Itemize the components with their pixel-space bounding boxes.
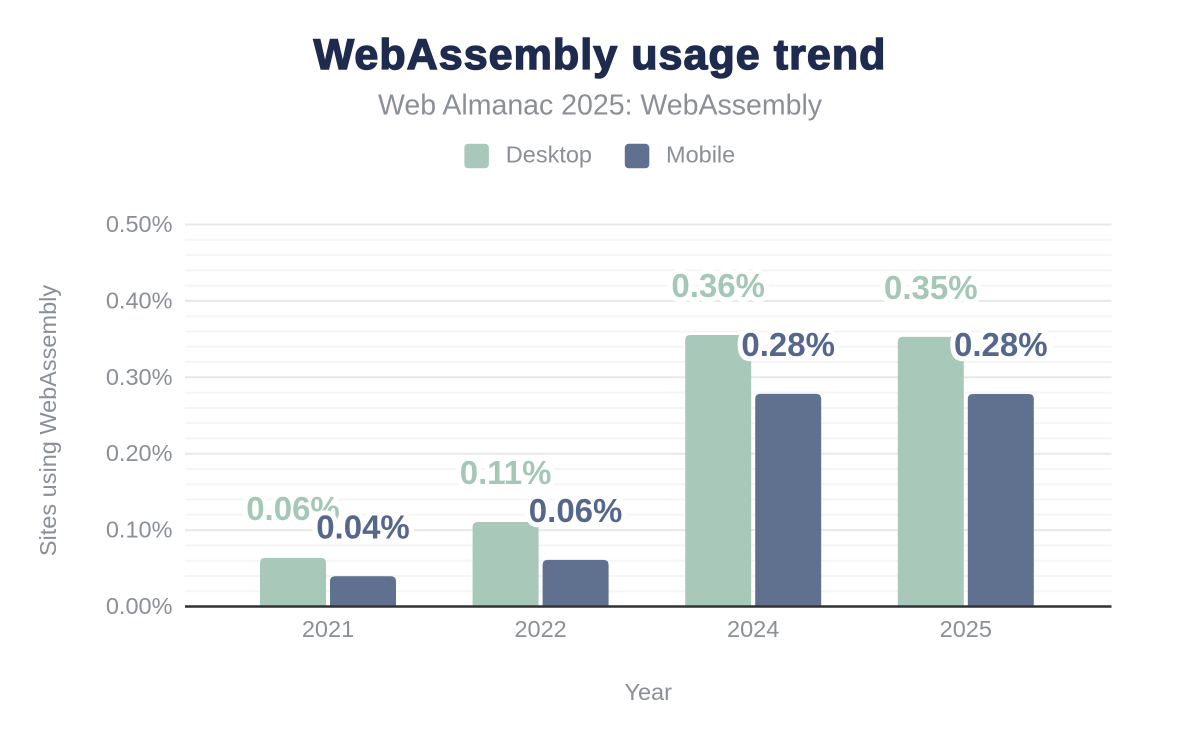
svg-text:0.04%: 0.04% xyxy=(316,508,410,545)
svg-text:0.06%: 0.06% xyxy=(246,490,340,527)
svg-text:0.00%: 0.00% xyxy=(106,593,173,619)
svg-text:0.11%: 0.11% xyxy=(460,454,552,491)
svg-text:0.30%: 0.30% xyxy=(106,364,173,390)
svg-text:WebAssembly usage trend: WebAssembly usage trend xyxy=(314,31,887,79)
svg-text:0.28%: 0.28% xyxy=(954,326,1048,363)
svg-text:0.20%: 0.20% xyxy=(106,440,173,466)
svg-text:Mobile: Mobile xyxy=(666,141,735,167)
svg-text:0.50%: 0.50% xyxy=(106,211,173,237)
svg-text:Sites using WebAssembly: Sites using WebAssembly xyxy=(35,285,61,556)
svg-text:0.40%: 0.40% xyxy=(106,287,173,313)
svg-text:Desktop: Desktop xyxy=(506,141,592,167)
svg-text:0.28%: 0.28% xyxy=(741,326,835,363)
svg-text:2024: 2024 xyxy=(727,616,779,642)
svg-text:2025: 2025 xyxy=(940,616,992,642)
svg-text:0.36%: 0.36% xyxy=(671,267,765,304)
svg-text:2022: 2022 xyxy=(514,616,566,642)
svg-text:2021: 2021 xyxy=(302,616,354,642)
svg-text:Web Almanac 2025: WebAssembly: Web Almanac 2025: WebAssembly xyxy=(378,90,823,122)
svg-text:0.35%: 0.35% xyxy=(884,269,978,306)
svg-text:0.10%: 0.10% xyxy=(106,517,173,543)
svg-text:0.06%: 0.06% xyxy=(529,492,623,529)
svg-text:Year: Year xyxy=(624,679,672,705)
